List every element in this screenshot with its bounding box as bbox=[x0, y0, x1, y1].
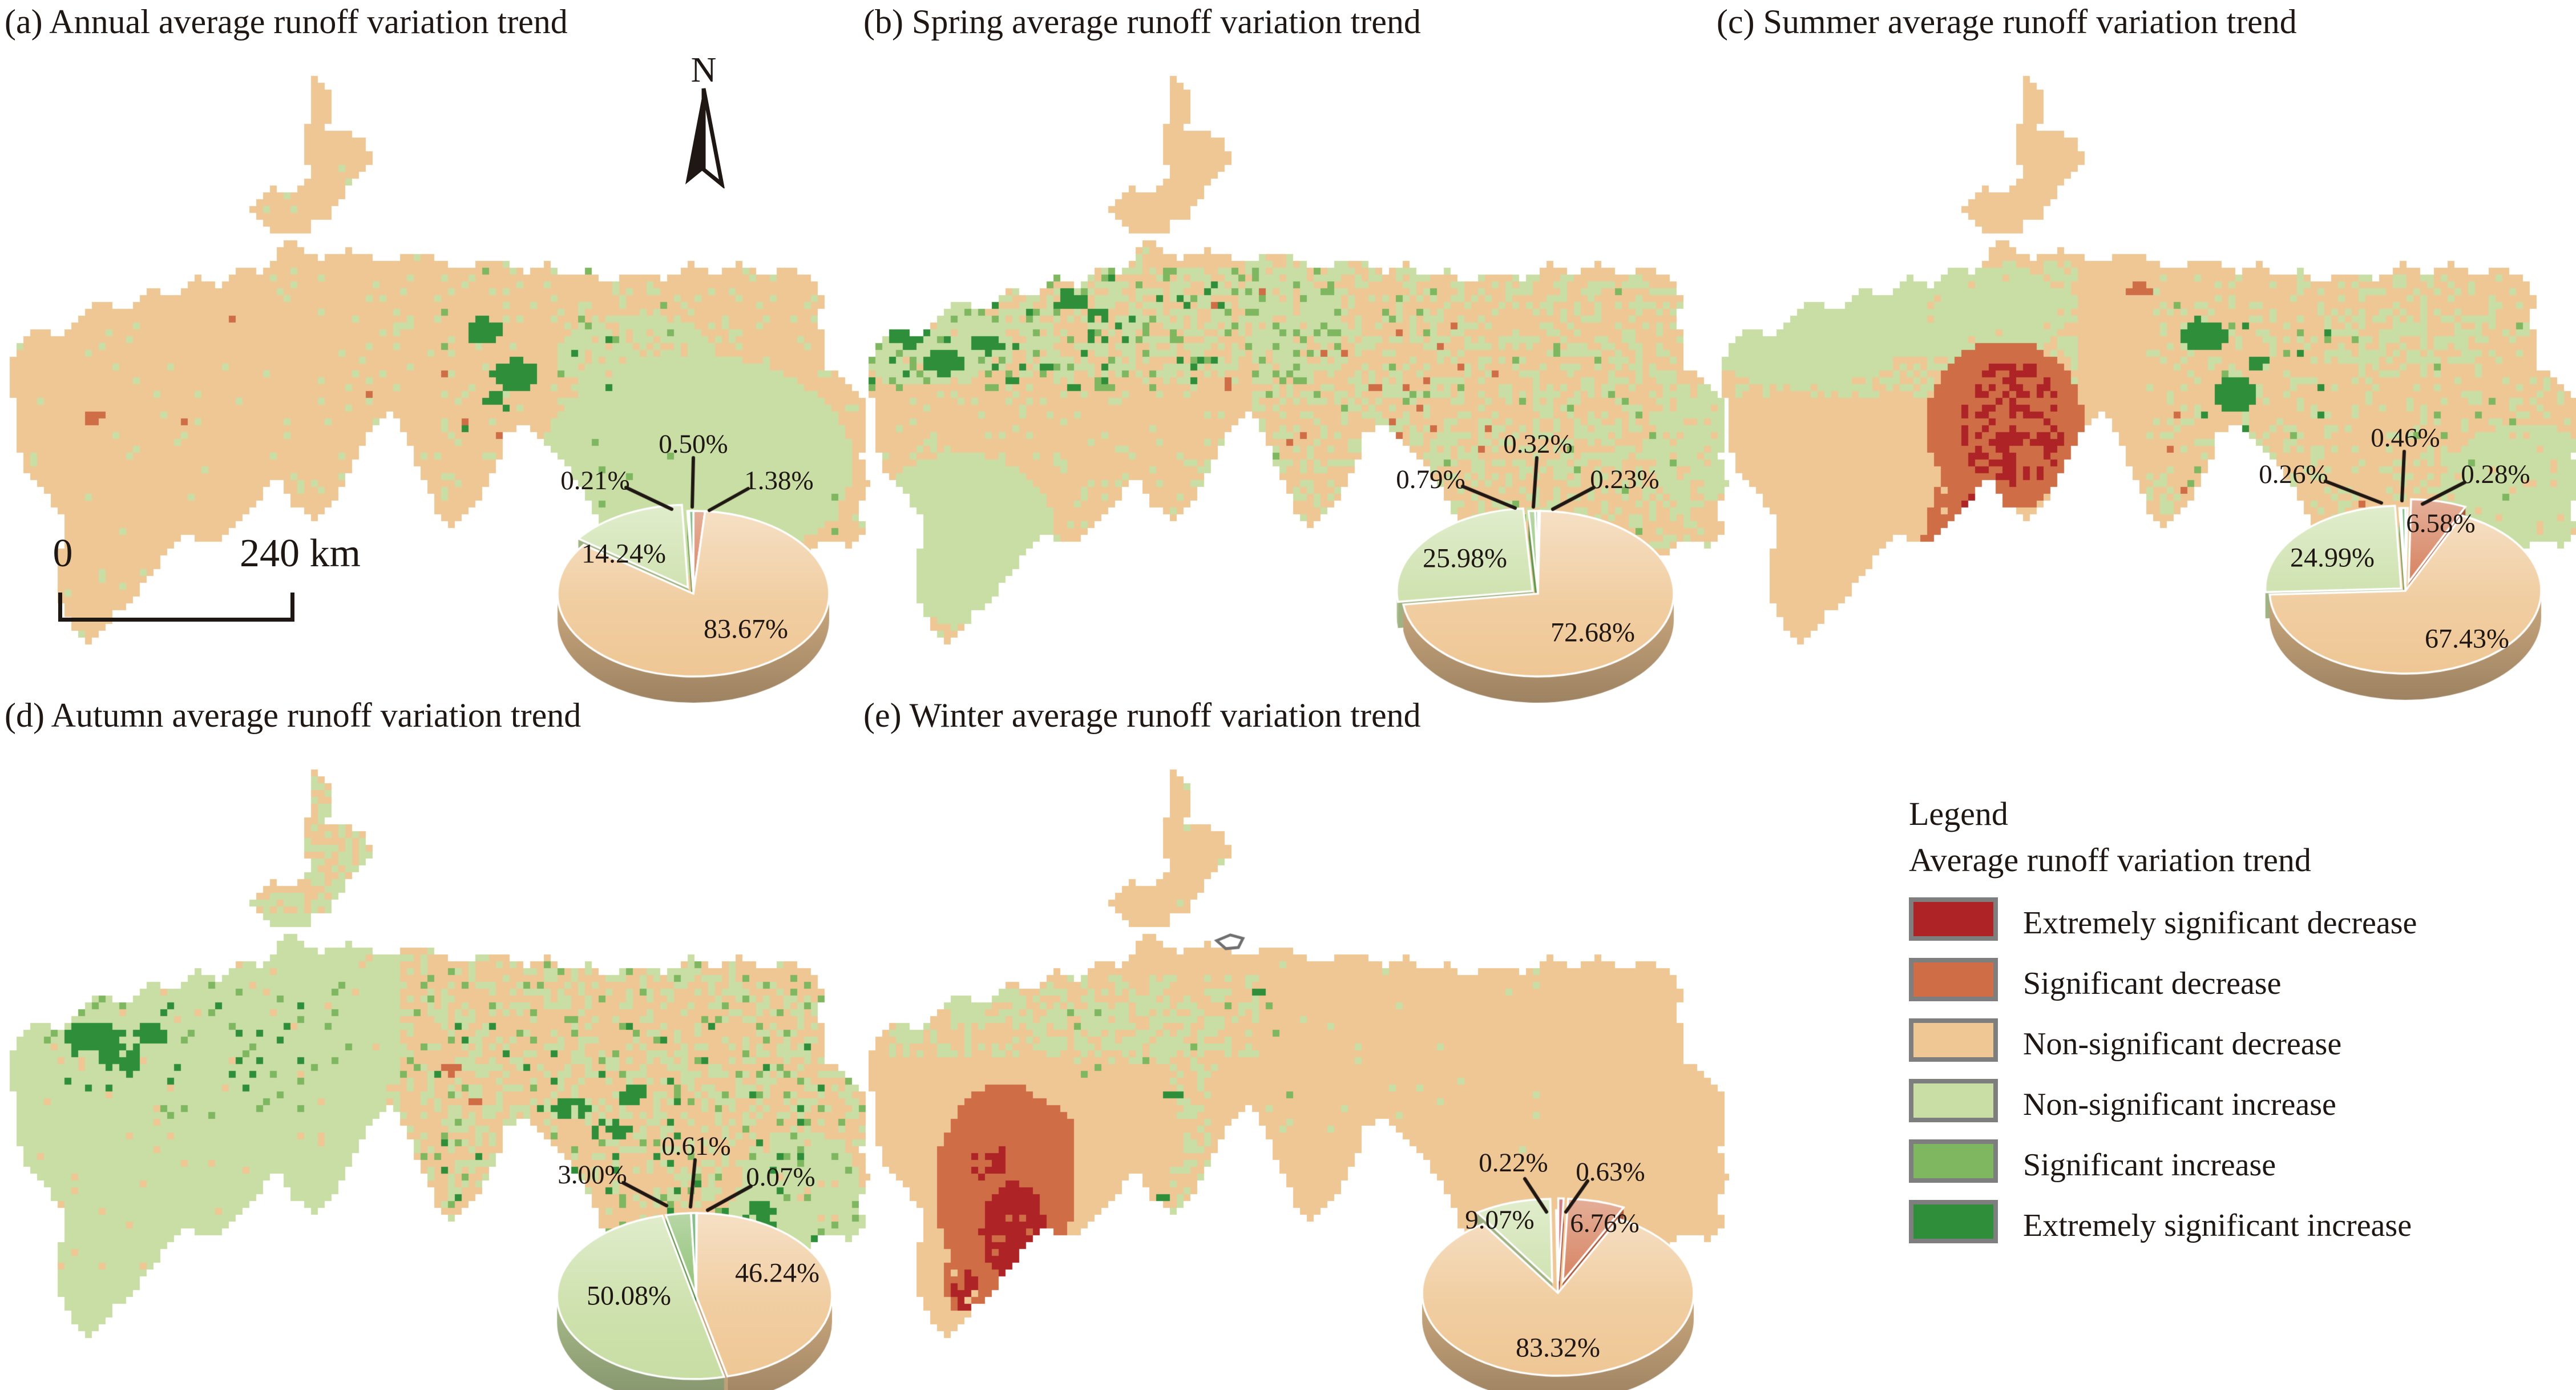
legend-swatch-icon bbox=[1909, 1139, 1998, 1183]
legend-item-4: Significant increase bbox=[1909, 1135, 2571, 1195]
pie-label-e-2: 9.07% bbox=[1465, 1205, 1535, 1235]
pie-label-e-4: 83.32% bbox=[1516, 1332, 1600, 1363]
scale-bar: 0 240 km bbox=[0, 531, 457, 639]
pie-label-b-0: 0.32% bbox=[1503, 429, 1573, 459]
pie-label-c-2: 0.28% bbox=[2461, 460, 2530, 489]
pie-label-b-4: 72.68% bbox=[1551, 617, 1635, 648]
legend: Legend Average runoff variation trend Ex… bbox=[1909, 795, 2571, 1256]
pie-label-e-1: 0.63% bbox=[1576, 1157, 1645, 1187]
pie-label-b-2: 0.23% bbox=[1590, 465, 1660, 494]
legend-item-label: Significant decrease bbox=[2023, 966, 2282, 1001]
panel-title-b: (b) Spring average runoff variation tren… bbox=[863, 3, 1421, 41]
pie-label-c-5: 67.43% bbox=[2425, 623, 2509, 654]
legend-item-0: Extremely significant decrease bbox=[1909, 893, 2571, 953]
pie-label-a-3: 14.24% bbox=[582, 538, 666, 569]
pie-label-d-1: 3.00% bbox=[558, 1160, 627, 1190]
panel-title-e: (e) Winter average runoff variation tren… bbox=[863, 696, 1421, 734]
legend-swatch-icon bbox=[1909, 1200, 1998, 1243]
pie-label-a-1: 0.21% bbox=[560, 466, 630, 495]
pie-label-b-1: 0.79% bbox=[1396, 465, 1465, 494]
panel-title-c: (c) Summer average runoff variation tren… bbox=[1717, 3, 2297, 41]
panel-a: (a) Annual average runoff variation tren… bbox=[0, 0, 873, 711]
legend-swatch-icon bbox=[1909, 1018, 1998, 1062]
legend-items: Extremely significant decrease Significan… bbox=[1909, 893, 2571, 1256]
scale-bar-bracket bbox=[58, 593, 294, 622]
pie-label-a-0: 0.50% bbox=[659, 429, 728, 459]
legend-item-5: Extremely significant increase bbox=[1909, 1195, 2571, 1256]
legend-swatch-icon bbox=[1909, 1079, 1998, 1122]
pie-label-e-0: 0.22% bbox=[1479, 1148, 1548, 1178]
map-and-pie-canvas-b bbox=[862, 49, 1729, 711]
pie-label-c-4: 24.99% bbox=[2290, 542, 2375, 573]
panel-e: (e) Winter average runoff variation tren… bbox=[859, 694, 1732, 1390]
north-arrow-label: N bbox=[691, 51, 717, 90]
pie-label-d-0: 0.61% bbox=[661, 1131, 731, 1161]
pie-label-d-4: 46.24% bbox=[735, 1258, 819, 1288]
north-arrow-icon bbox=[685, 88, 725, 188]
legend-item-label: Non-significant decrease bbox=[2023, 1026, 2342, 1062]
pie-label-a-4: 83.67% bbox=[704, 614, 788, 644]
panel-b: (b) Spring average runoff variation tren… bbox=[859, 0, 1732, 711]
panel-d: (d) Autumn average runoff variation tren… bbox=[0, 694, 873, 1390]
scale-bar-zero-label: 0 bbox=[53, 531, 73, 575]
map-and-pie-canvas-e bbox=[862, 742, 1729, 1390]
pie-label-a-2: 1.38% bbox=[744, 466, 814, 495]
panel-title-a: (a) Annual average runoff variation tren… bbox=[5, 3, 568, 41]
scale-bar-distance-label: 240 km bbox=[240, 531, 361, 575]
map-and-pie-canvas-a bbox=[3, 49, 870, 711]
map-and-pie-canvas-c bbox=[1715, 49, 2576, 711]
legend-item-1: Significant decrease bbox=[1909, 953, 2571, 1014]
pie-label-c-0: 0.46% bbox=[2371, 423, 2440, 453]
legend-item-label: Extremely significant increase bbox=[2023, 1208, 2412, 1243]
legend-item-2: Non-significant decrease bbox=[1909, 1014, 2571, 1074]
pie-label-b-3: 25.98% bbox=[1423, 543, 1507, 574]
panel-title-d: (d) Autumn average runoff variation tren… bbox=[5, 696, 582, 734]
legend-item-label: Extremely significant decrease bbox=[2023, 905, 2417, 941]
pie-label-c-1: 0.26% bbox=[2259, 460, 2328, 489]
north-arrow: N bbox=[672, 50, 735, 188]
legend-swatch-icon bbox=[1909, 958, 1998, 1001]
panel-c: (c) Summer average runoff variation tren… bbox=[1712, 0, 2576, 711]
legend-swatch-icon bbox=[1909, 897, 1998, 941]
legend-subtitle: Average runoff variation trend bbox=[1909, 841, 2311, 879]
legend-title: Legend bbox=[1909, 795, 2008, 832]
pie-label-d-3: 50.08% bbox=[587, 1280, 671, 1311]
legend-item-3: Non-significant increase bbox=[1909, 1074, 2571, 1135]
pie-label-c-3: 6.58% bbox=[2406, 509, 2476, 538]
map-and-pie-canvas-d bbox=[3, 742, 870, 1390]
pie-label-e-3: 6.76% bbox=[1570, 1208, 1640, 1238]
legend-item-label: Significant increase bbox=[2023, 1147, 2276, 1183]
legend-item-label: Non-significant increase bbox=[2023, 1087, 2336, 1122]
pie-label-d-2: 0.07% bbox=[746, 1162, 815, 1192]
